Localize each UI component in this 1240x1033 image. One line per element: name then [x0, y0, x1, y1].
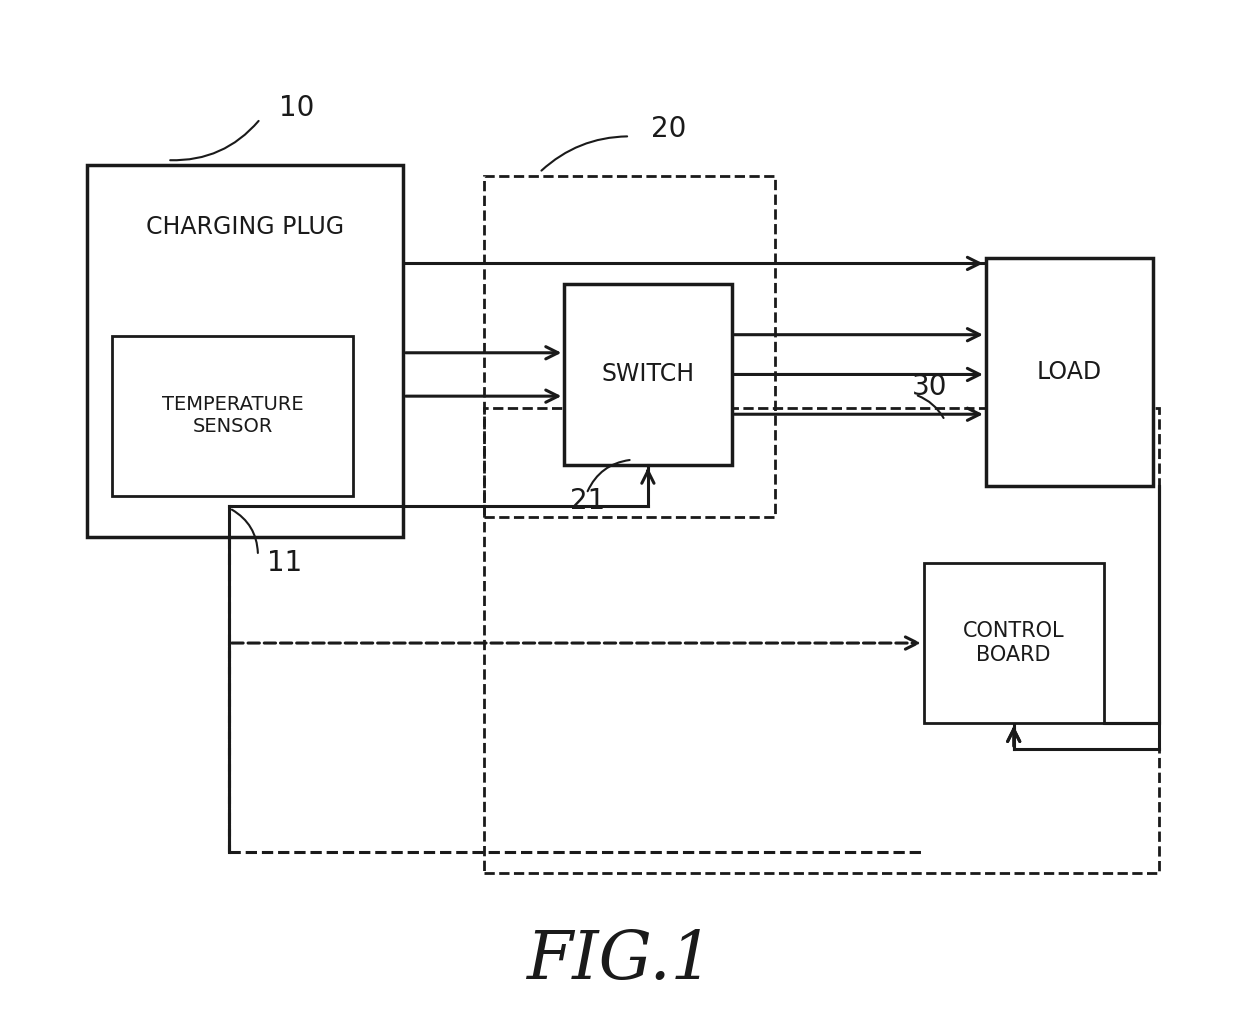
- Text: 21: 21: [570, 487, 605, 515]
- FancyBboxPatch shape: [112, 336, 353, 496]
- Text: 11: 11: [267, 549, 301, 577]
- FancyBboxPatch shape: [986, 258, 1153, 486]
- Text: 30: 30: [911, 373, 947, 402]
- Text: CHARGING PLUG: CHARGING PLUG: [146, 215, 343, 240]
- Text: FIG.1: FIG.1: [527, 928, 713, 994]
- FancyBboxPatch shape: [924, 563, 1104, 723]
- Text: 10: 10: [279, 94, 315, 123]
- Text: CONTROL
BOARD: CONTROL BOARD: [963, 622, 1064, 664]
- FancyBboxPatch shape: [87, 165, 403, 537]
- Text: 20: 20: [651, 115, 687, 144]
- Text: SWITCH: SWITCH: [601, 363, 694, 386]
- Text: TEMPERATURE
SENSOR: TEMPERATURE SENSOR: [161, 396, 304, 436]
- Text: LOAD: LOAD: [1037, 359, 1102, 384]
- FancyBboxPatch shape: [564, 284, 732, 465]
